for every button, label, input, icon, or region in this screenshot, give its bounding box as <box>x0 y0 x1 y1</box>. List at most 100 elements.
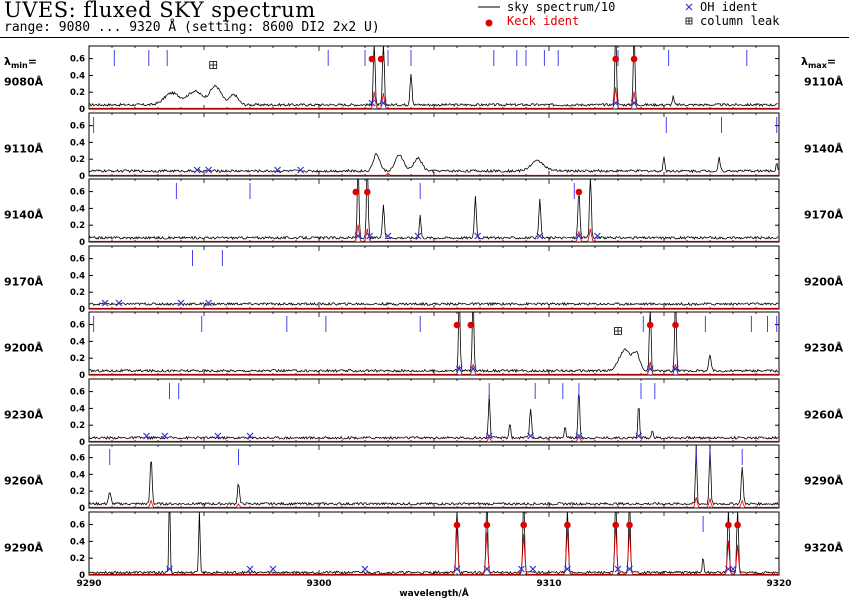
oh-ident-x <box>214 432 222 440</box>
oh-ident-x <box>205 166 213 174</box>
keck-ident-dot <box>564 521 571 529</box>
legend-column-leak: column leak <box>700 14 780 28</box>
oh-ident-x <box>517 565 525 573</box>
oh-ident-x <box>384 232 392 240</box>
oh-ident-x <box>626 565 633 573</box>
oh-ident-x <box>143 432 150 440</box>
y-tick-label: 0.2 <box>70 288 85 298</box>
y-tick-label: 0.6 <box>70 521 85 531</box>
oh-ident-x <box>205 299 213 307</box>
keck-ident-dot <box>377 55 385 63</box>
oh-ident-x <box>529 565 537 573</box>
sky-spectrum-line <box>89 301 779 307</box>
keck-ident-dot <box>467 321 475 329</box>
y-tick-label: 0.6 <box>70 388 85 398</box>
oh-ident-x <box>297 166 305 174</box>
y-tick-label: 0.4 <box>70 71 85 81</box>
legend-box-symbol <box>685 17 693 25</box>
y-tick-label: 0.2 <box>70 88 85 98</box>
panel-lambda-max: 9320Å <box>804 542 844 555</box>
legend-x-symbol <box>685 3 693 11</box>
legend-keck-ident: Keck ident <box>507 14 580 28</box>
y-tick-label: 0.2 <box>70 487 85 497</box>
keck-ident-dot <box>612 521 619 529</box>
y-tick-label: 0 <box>79 172 85 182</box>
oh-ident-x <box>455 365 463 373</box>
oh-ident-x <box>474 232 482 240</box>
panel-lambda-max: 9170Å <box>804 209 844 222</box>
panel-frame <box>88 444 780 509</box>
keck-ident-dot <box>672 321 679 329</box>
panel-lambda-min: 9080Å <box>4 76 44 89</box>
y-tick-label: 0.6 <box>70 321 85 331</box>
panel-lambda-min: 9290Å <box>4 542 44 555</box>
y-tick-label: 0.4 <box>70 404 85 414</box>
lambda-min-label: λmin= <box>4 55 37 71</box>
y-tick-label: 0.4 <box>70 271 85 281</box>
x-tick-label: 9290 <box>76 579 101 589</box>
oh-ident-x <box>483 565 491 573</box>
panel-lambda-max: 9290Å <box>804 475 844 488</box>
y-tick-label: 0.6 <box>70 122 85 132</box>
oh-ident-x <box>177 299 185 307</box>
keck-ident-dot <box>646 321 654 329</box>
y-tick-label: 0.4 <box>70 337 85 347</box>
column-leak-cross <box>614 327 622 335</box>
oh-ident-x <box>354 232 362 240</box>
panel-lambda-min: 9110Å <box>4 143 44 156</box>
oh-ident-x <box>630 99 638 107</box>
y-tick-label: 0.6 <box>70 454 85 464</box>
column-leak-cross <box>209 61 217 69</box>
keck-ident-dot <box>626 521 633 529</box>
oh-ident-x <box>575 432 583 440</box>
keck-ident-dot <box>364 188 371 196</box>
oh-ident-x <box>614 565 622 573</box>
panel-frame <box>88 45 780 110</box>
legend-dot-symbol <box>485 19 493 27</box>
oh-ident-x <box>593 232 601 240</box>
y-tick-label: 0.2 <box>70 554 85 564</box>
oh-ident-x <box>368 99 376 107</box>
y-tick-label: 0.2 <box>70 421 85 431</box>
oh-ident-x <box>729 565 737 573</box>
keck-spectrum-line <box>89 435 779 442</box>
y-tick-label: 0.6 <box>70 55 85 65</box>
keck-ident-dot <box>612 55 619 63</box>
keck-ident-dot <box>453 521 461 529</box>
sky-spectrum-line <box>89 46 779 108</box>
y-tick-label: 0.6 <box>70 255 85 265</box>
header-divider <box>0 37 849 38</box>
legend-sky-spectrum: sky spectrum/10 <box>507 0 616 14</box>
sky-spectrum-line <box>89 312 779 374</box>
oh-ident-x <box>527 432 535 440</box>
sky-spectrum-line <box>89 179 779 241</box>
oh-ident-x <box>414 232 422 240</box>
keck-ident-dot <box>734 521 741 529</box>
panel-frame <box>88 112 780 177</box>
sky-spectrum-line <box>89 512 779 575</box>
keck-ident-dot <box>368 55 376 63</box>
sky-spectrum-line <box>89 152 779 174</box>
y-tick-label: 0 <box>79 305 85 315</box>
x-tick-label: 9320 <box>766 579 791 589</box>
y-tick-label: 0.4 <box>70 204 85 214</box>
panel-lambda-min: 9260Å <box>4 475 44 488</box>
oh-ident-x <box>536 232 544 240</box>
y-tick-label: 0 <box>79 371 85 381</box>
y-tick-label: 0 <box>79 238 85 248</box>
x-tick-label: 9300 <box>306 579 331 589</box>
chart-subtitle: range: 9080 ... 9320 Å (setting: 8600 DI… <box>4 20 380 35</box>
keck-ident-dot <box>725 521 732 529</box>
oh-ident-x <box>246 565 254 573</box>
sky-spectrum-line <box>89 445 779 507</box>
y-tick-label: 0.6 <box>70 188 85 198</box>
keck-spectrum-line <box>89 497 779 508</box>
oh-ident-x <box>485 432 493 440</box>
y-tick-label: 0.4 <box>70 470 85 480</box>
lambda-max-label: λmax= <box>801 55 837 71</box>
oh-ident-x <box>672 365 679 373</box>
oh-ident-x <box>193 166 201 174</box>
oh-ident-x <box>166 565 173 573</box>
oh-ident-x <box>269 565 277 573</box>
